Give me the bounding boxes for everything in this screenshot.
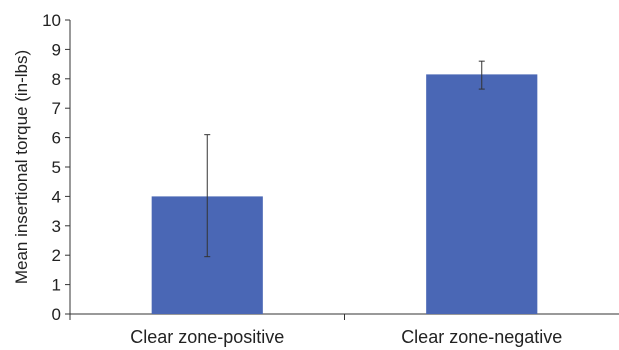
- y-tick-label: 9: [52, 40, 61, 59]
- y-tick-label: 1: [52, 276, 61, 295]
- y-tick-label: 3: [52, 217, 61, 236]
- y-tick-label: 10: [42, 11, 61, 30]
- y-tick-label: 8: [52, 70, 61, 89]
- y-axis: 0 1 2 3 4 5 6 7 8 9 10: [42, 11, 71, 324]
- x-axis: Clear zone-positive Clear zone-negative: [69, 313, 619, 347]
- bars: [151, 74, 538, 314]
- y-tick-label: 4: [52, 187, 61, 206]
- x-category-label: Clear zone-negative: [401, 327, 562, 347]
- y-tick-label: 0: [52, 305, 61, 324]
- y-tick-label: 5: [52, 158, 61, 177]
- x-category-label: Clear zone-positive: [130, 327, 284, 347]
- y-tick-label: 6: [52, 129, 61, 148]
- bar: [426, 74, 538, 314]
- y-tick-label: 7: [52, 99, 61, 118]
- error-bars: [204, 60, 485, 258]
- y-axis-title: Mean insertional torque (in-lbs): [12, 50, 31, 284]
- y-tick-label: 2: [52, 246, 61, 265]
